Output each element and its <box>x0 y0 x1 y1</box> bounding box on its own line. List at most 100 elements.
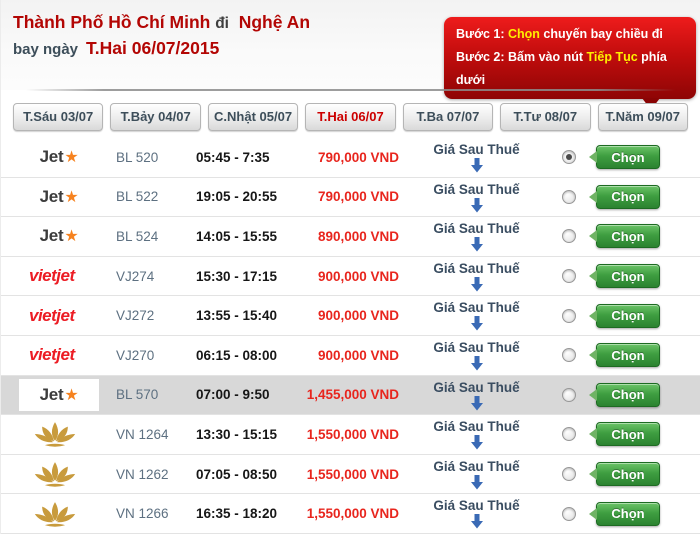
flight-row: VN 1264 13:30 - 15:15 1,550,000 VND Giá … <box>1 415 700 455</box>
route-to: Nghệ An <box>238 12 311 32</box>
flight-radio[interactable] <box>562 150 576 165</box>
jetstar-logo: Jet ★ <box>19 378 99 411</box>
choose-button[interactable]: Chọn <box>589 501 660 526</box>
choose-button[interactable]: Chọn <box>589 462 660 487</box>
star-icon: ★ <box>64 386 79 404</box>
tax-note-cell: Giá Sau Thuế <box>399 415 554 454</box>
choose-button-cell: Chọn <box>589 501 660 526</box>
choose-button[interactable]: Chọn <box>589 422 660 447</box>
flight-row: Jet ★ BL 522 19:05 - 20:55 790,000 VND Gi… <box>1 177 700 218</box>
flight-code: BL 520 <box>116 149 159 165</box>
lotus-icon <box>34 501 76 527</box>
flight-radio[interactable] <box>562 506 576 521</box>
airline-logo-cell: Jet ★ <box>19 220 99 253</box>
date-tab-label: T.Năm 09/07 <box>605 109 680 124</box>
choose-button-cell: Chọn <box>589 382 660 407</box>
date-tab-label: T.Sáu 03/07 <box>23 109 94 124</box>
choose-button[interactable]: Chọn <box>589 264 660 289</box>
jetstar-logo: Jet ★ <box>19 180 99 213</box>
tax-note: Giá Sau Thuế <box>433 498 520 514</box>
star-icon: ★ <box>64 228 79 246</box>
flight-price: 790,000 VND <box>317 149 399 165</box>
flight-code: VN 1266 <box>116 506 169 522</box>
choose-button[interactable]: Chọn <box>589 224 660 249</box>
airline-logo-cell <box>19 420 99 448</box>
vietnam-airlines-logo <box>19 500 77 528</box>
step2-post: phía dưới <box>456 50 667 88</box>
tax-note-cell: Giá Sau Thuế <box>399 178 554 217</box>
flight-radio[interactable] <box>562 467 576 482</box>
arrow-down-icon <box>470 237 483 252</box>
vietjet-logo-text: vietjet <box>29 345 75 365</box>
date-tab-label: T.Tư 08/07 <box>513 109 578 124</box>
airline-logo-cell <box>19 500 99 528</box>
tax-note-cell: Giá Sau Thuế <box>399 296 554 335</box>
date-tab[interactable]: T.Năm 09/07 <box>597 103 688 131</box>
tax-note-cell: Giá Sau Thuế <box>399 455 554 494</box>
date-tab[interactable]: T.Ba 07/07 <box>402 103 494 131</box>
arrow-down-icon <box>470 395 483 411</box>
airline-logo-cell: vietjet <box>19 306 99 326</box>
flight-price: 1,455,000 VND <box>306 387 399 403</box>
tax-note-cell: Giá Sau Thuế <box>399 336 554 375</box>
radio-cell <box>554 348 584 363</box>
date-tab[interactable]: T.Tư 08/07 <box>500 103 591 131</box>
flight-radio[interactable] <box>562 427 576 442</box>
choose-button[interactable]: Chọn <box>589 303 660 328</box>
date-tab-label: T.Ba 07/07 <box>416 109 480 124</box>
instruction-step-1: Bước 1: Chọn chuyến bay chiều đi <box>456 23 686 46</box>
flight-radio[interactable] <box>562 229 576 244</box>
header-divider <box>26 89 675 91</box>
flight-time: 07:05 - 08:50 <box>196 466 278 482</box>
tax-note: Giá Sau Thuế <box>433 458 520 474</box>
flight-row: Jet ★ BL 524 14:05 - 15:55 890,000 VND Gi… <box>1 217 700 257</box>
airline-logo-cell: Jet ★ <box>19 141 99 174</box>
date-tab[interactable]: T.Sáu 03/07 <box>13 103 104 131</box>
tax-note-cell: Giá Sau Thuế <box>399 217 554 256</box>
choose-button[interactable]: Chọn <box>589 382 660 407</box>
flight-radio[interactable] <box>562 348 576 363</box>
flight-code: VJ272 <box>116 308 155 324</box>
instruction-step-2: Bước 2: Bấm vào nút Tiếp Tục phía dưới <box>456 46 686 92</box>
lotus-icon <box>34 462 76 487</box>
flight-radio[interactable] <box>562 387 576 402</box>
choose-button-cell: Chọn <box>589 303 660 328</box>
flight-radio[interactable] <box>562 189 576 204</box>
jetstar-logo: Jet ★ <box>19 220 99 253</box>
step1-rest: chuyến bay chiều đi <box>543 27 663 41</box>
flight-code: BL 524 <box>116 228 159 244</box>
tax-note: Giá Sau Thuế <box>433 260 520 276</box>
flight-code: BL 570 <box>116 387 159 403</box>
step1-label: Bước 1: <box>456 27 505 41</box>
arrow-down-icon <box>470 197 483 213</box>
date-tab[interactable]: T.Bảy 04/07 <box>110 103 201 131</box>
flight-price: 900,000 VND <box>317 347 399 363</box>
jetstar-logo-text: Jet <box>39 186 64 206</box>
star-icon: ★ <box>64 188 79 206</box>
date-tab[interactable]: C.Nhật 05/07 <box>207 103 299 131</box>
flight-code: VN 1262 <box>116 466 169 482</box>
vietnam-airlines-logo <box>19 420 77 448</box>
flight-radio[interactable] <box>562 308 576 323</box>
date-tab[interactable]: T.Hai 06/07 <box>305 103 396 131</box>
flight-code: BL 522 <box>116 189 159 205</box>
jetstar-logo-text: Jet <box>39 226 64 246</box>
tax-note-cell: Giá Sau Thuế <box>399 257 554 296</box>
flight-radio[interactable] <box>562 269 576 284</box>
flight-row: vietjet VJ274 15:30 - 17:15 900,000 VND … <box>1 256 700 297</box>
step2-pre: Bấm vào nút <box>508 50 584 65</box>
step2-label: Bước 2: <box>456 50 505 65</box>
fly-date-label: bay ngày <box>13 41 79 58</box>
route-connector: đi <box>215 15 229 32</box>
date-tabbar: T.Sáu 03/07 T.Bảy 04/07 C.Nhật 05/07 T.H… <box>1 103 700 131</box>
choose-button[interactable]: Chọn <box>589 145 660 170</box>
choose-button[interactable]: Chọn <box>589 343 660 368</box>
jetstar-logo-text: Jet <box>39 147 64 167</box>
arrow-down-icon <box>470 474 483 490</box>
radio-cell <box>554 308 584 323</box>
star-icon: ★ <box>64 149 79 167</box>
flight-price: 1,550,000 VND <box>306 506 399 522</box>
arrow-down-icon <box>470 276 483 292</box>
choose-button[interactable]: Chọn <box>589 184 660 209</box>
